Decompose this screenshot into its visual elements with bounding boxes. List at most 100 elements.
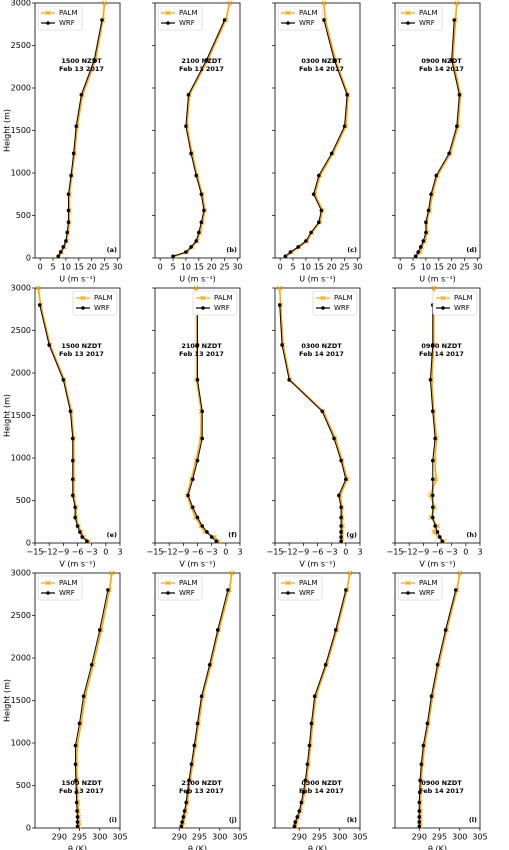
x-axis-label: θ (K) — [68, 845, 87, 850]
legend-label: WRF — [94, 304, 110, 312]
wrf-marker — [181, 815, 186, 819]
wrf-marker — [74, 800, 79, 805]
wrf-marker — [207, 663, 212, 667]
wrf-marker — [92, 58, 97, 62]
y-tick-label: 1000 — [11, 739, 31, 748]
x-tick-label: 0 — [343, 548, 348, 557]
wrf-marker — [89, 663, 94, 667]
x-axis-label: θ (K) — [188, 845, 207, 850]
x-tick-label: −6 — [72, 548, 84, 557]
y-tick-label: 2000 — [11, 369, 31, 378]
wrf-marker — [295, 815, 300, 819]
x-tick-label: −12 — [161, 548, 178, 557]
panel-label: (k) — [347, 816, 357, 824]
y-tick-label: 500 — [16, 781, 31, 790]
wrf-marker — [447, 151, 451, 156]
wrf-marker — [429, 694, 434, 699]
x-tick-label: −15 — [387, 548, 404, 557]
wrf-marker — [66, 192, 71, 197]
legend-label: WRF — [419, 19, 435, 27]
panel-label: (d) — [466, 246, 477, 254]
wrf-marker — [199, 220, 204, 225]
wrf-marker — [309, 721, 314, 726]
wrf-marker — [66, 220, 71, 225]
wrf-marker — [81, 306, 85, 310]
wrf-marker — [435, 530, 440, 534]
x-tick-label: 0 — [223, 548, 228, 557]
wrf-marker — [430, 515, 435, 520]
wrf-marker — [97, 628, 102, 632]
palm-marker — [165, 10, 171, 16]
wrf-marker — [418, 778, 422, 783]
wrf-marker — [406, 591, 410, 595]
wrf-marker — [339, 535, 343, 539]
wrf-marker — [65, 230, 69, 235]
y-tick-label: 2500 — [11, 41, 31, 50]
x-tick-label: 0 — [103, 548, 108, 557]
legend-label: WRF — [299, 589, 315, 597]
annotation: 0900 NZDT — [421, 57, 462, 65]
plot-frame — [154, 2, 241, 259]
x-tick-label: 15 — [314, 263, 324, 272]
annotation: Feb 13 2017 — [59, 787, 104, 795]
palm-marker — [200, 295, 206, 301]
wrf-marker — [75, 809, 79, 813]
annotation: 0900 NZDT — [421, 779, 462, 787]
wrf-marker — [61, 245, 66, 249]
wrf-marker — [180, 820, 184, 824]
legend-label: WRF — [179, 589, 195, 597]
wrf-marker — [332, 58, 337, 62]
palm-marker — [347, 570, 353, 576]
x-tick-label: −15 — [267, 548, 284, 557]
x-axis-label: θ (K) — [308, 845, 327, 850]
palm-marker — [285, 580, 291, 586]
wrf-marker — [452, 18, 457, 22]
wrf-marker — [186, 493, 190, 498]
wrf-marker — [179, 824, 184, 829]
wrf-marker — [417, 820, 422, 824]
annotation: Feb 13 2017 — [179, 350, 224, 358]
palm-marker — [457, 570, 463, 576]
x-tick-label: 5 — [50, 263, 55, 272]
wrf-marker — [339, 458, 343, 463]
y-tick-label: 0 — [26, 824, 31, 833]
wrf-marker — [303, 778, 308, 783]
x-tick-label: 10 — [421, 263, 431, 272]
wrf-marker — [288, 250, 293, 254]
wrf-marker — [184, 250, 188, 254]
plot-frame — [154, 572, 241, 829]
wrf-marker — [74, 778, 78, 783]
plot-frame — [394, 572, 481, 829]
wrf-marker — [417, 800, 422, 805]
x-tick-label: −9 — [417, 548, 429, 557]
panel-label: (f) — [228, 531, 237, 539]
x-tick-label: 305 — [232, 833, 247, 842]
wrf-marker — [316, 220, 321, 225]
legend-label: WRF — [454, 304, 470, 312]
wrf-marker — [316, 173, 321, 178]
wrf-marker — [292, 824, 297, 829]
x-axis-label: V (m s⁻¹) — [419, 560, 455, 569]
wrf-marker — [421, 743, 426, 748]
annotation: 0300 NZDT — [301, 57, 342, 65]
palm-marker — [80, 295, 86, 301]
x-tick-label: 0 — [38, 263, 43, 272]
wrf-marker — [457, 93, 462, 97]
annotation: 1500 NZDT — [61, 57, 102, 65]
wrf-marker — [64, 239, 68, 243]
x-tick-label: 20 — [327, 263, 337, 272]
wrf-marker — [184, 124, 188, 129]
wrf-marker — [417, 809, 422, 813]
wrf-marker — [443, 628, 448, 632]
wrf-marker — [309, 230, 313, 235]
wrf-marker — [74, 124, 79, 129]
legend-label: PALM — [59, 9, 78, 17]
palm-marker — [285, 10, 291, 16]
x-tick-label: 290 — [172, 833, 187, 842]
x-tick-label: 0 — [463, 548, 468, 557]
legend-label: WRF — [214, 304, 230, 312]
annotation: 1500 NZDT — [61, 342, 102, 350]
x-axis-label: V (m s⁻¹) — [59, 560, 95, 569]
wrf-marker — [69, 173, 73, 178]
